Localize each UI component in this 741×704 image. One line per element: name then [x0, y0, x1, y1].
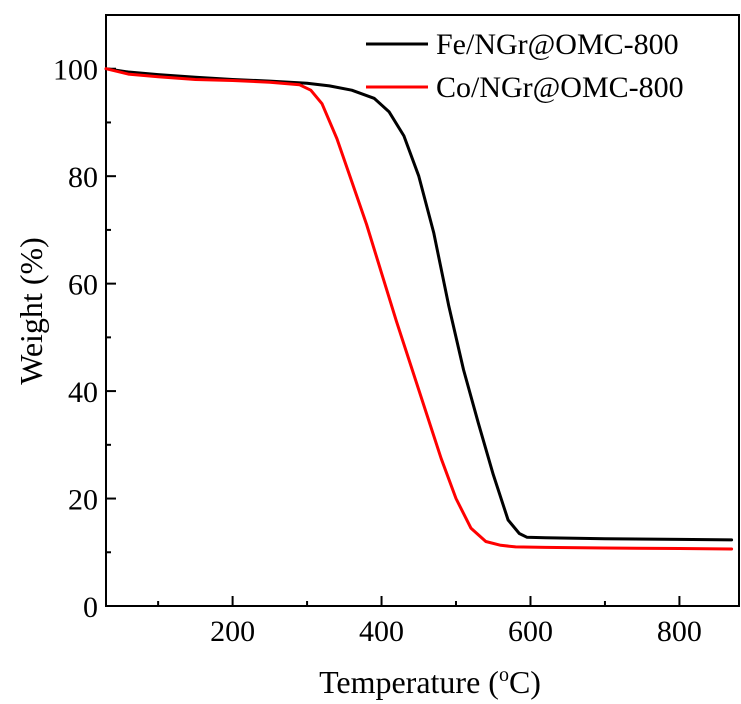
series-line-co [104, 67, 734, 551]
x-axis-title-degree: o [499, 664, 509, 686]
series-lines [104, 67, 734, 551]
tick-labels: 200 400 600 800 0 20 40 60 80 100 [53, 54, 702, 648]
y-tick-label: 0 [83, 591, 98, 624]
y-axis-title: Weight (%) [13, 237, 49, 385]
x-tick-label: 400 [359, 615, 404, 648]
y-tick-label: 20 [68, 484, 98, 517]
x-axis-title-unit: C) [509, 664, 541, 700]
y-tick-label: 80 [68, 161, 98, 194]
legend: Fe/NGr@OMC-800 Co/NGr@OMC-800 [366, 28, 684, 104]
x-tick-label: 200 [210, 615, 255, 648]
x-tick-label: 800 [657, 615, 702, 648]
axis-ticks [106, 14, 681, 607]
x-tick-label: 600 [508, 615, 553, 648]
plot-frame [105, 14, 740, 607]
x-axis-title: Temperature (oC) [319, 664, 541, 700]
y-tick-label: 60 [68, 269, 98, 302]
legend-label-fe: Fe/NGr@OMC-800 [436, 28, 679, 61]
legend-label-co: Co/NGr@OMC-800 [436, 71, 684, 104]
x-axis-title-text: Temperature ( [319, 664, 499, 700]
series-line-fe [104, 67, 734, 542]
y-tick-label: 40 [68, 376, 98, 409]
y-tick-label: 100 [53, 54, 98, 87]
